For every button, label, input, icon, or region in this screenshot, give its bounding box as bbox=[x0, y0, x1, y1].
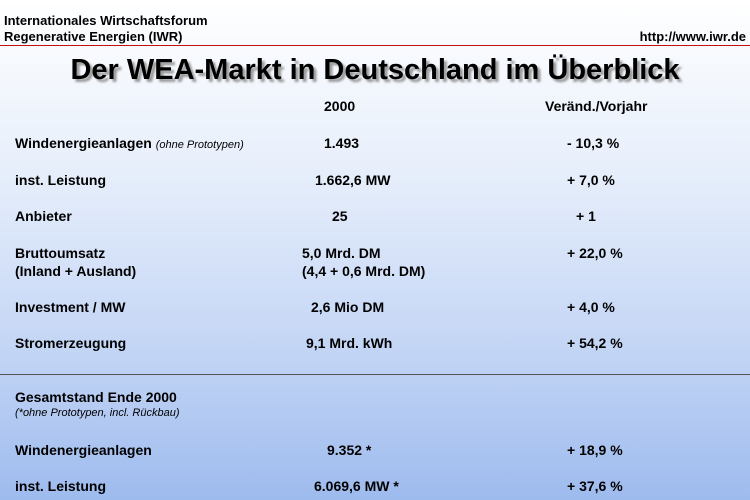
row-label-leistung: inst. Leistung bbox=[15, 172, 106, 188]
summary-value-leistung: 6.069,6 MW * bbox=[314, 478, 399, 494]
summary-value-windenergieanlagen: 9.352 * bbox=[327, 442, 372, 458]
header-divider bbox=[0, 45, 750, 46]
row-value-anbieter: 25 bbox=[332, 208, 348, 224]
summary-change-leistung: + 37,6 % bbox=[567, 478, 623, 494]
row-change-windenergieanlagen: - 10,3 % bbox=[567, 135, 620, 151]
row-value-leistung: 1.662,6 MW bbox=[315, 172, 391, 188]
row-change-bruttoumsatz: + 22,0 % bbox=[567, 245, 623, 261]
page-title: Der WEA-Markt in Deutschland im Überblic… bbox=[70, 54, 680, 86]
row-label-windenergieanlagen: Windenergieanlagen (ohne Prototypen) bbox=[15, 134, 244, 154]
section-divider bbox=[0, 374, 750, 375]
column-header-change: Veränd./Vorjahr bbox=[545, 98, 648, 114]
row-label-text: Windenergieanlagen bbox=[15, 135, 152, 151]
summary-subnote: (*ohne Prototypen, incl. Rückbau) bbox=[15, 407, 180, 419]
summary-label-leistung: inst. Leistung bbox=[15, 478, 106, 494]
row-value-bruttoumsatz-detail: (4,4 + 0,6 Mrd. DM) bbox=[302, 263, 426, 279]
row-label-stromerzeugung: Stromerzeugung bbox=[15, 335, 127, 351]
org-name-line2: Regenerative Energien (IWR) bbox=[4, 29, 183, 44]
summary-label-windenergieanlagen: Windenergieanlagen bbox=[15, 442, 152, 458]
summary-change-windenergieanlagen: + 18,9 % bbox=[567, 442, 623, 458]
row-value-investment: 2,6 Mio DM bbox=[311, 299, 385, 315]
row-value-windenergieanlagen: 1.493 bbox=[324, 135, 360, 151]
org-name-line1: Internationales Wirtschaftsforum bbox=[4, 13, 208, 28]
summary-heading: Gesamtstand Ende 2000 bbox=[15, 389, 177, 405]
website-url[interactable]: http://www.iwr.de bbox=[639, 29, 746, 44]
row-label-investment: Investment / MW bbox=[15, 299, 126, 315]
row-change-anbieter: + 1 bbox=[576, 208, 596, 224]
row-change-investment: + 4,0 % bbox=[567, 299, 615, 315]
row-value-bruttoumsatz: 5,0 Mrd. DM bbox=[302, 245, 381, 261]
column-header-year: 2000 bbox=[324, 98, 356, 114]
row-change-leistung: + 7,0 % bbox=[567, 172, 615, 188]
row-label-bruttoumsatz: Bruttoumsatz bbox=[15, 245, 106, 261]
row-value-stromerzeugung: 9,1 Mrd. kWh bbox=[306, 335, 393, 351]
row-label-anbieter: Anbieter bbox=[15, 208, 72, 224]
row-label-bruttoumsatz-detail: (Inland + Ausland) bbox=[15, 263, 137, 279]
row-label-note: (ohne Prototypen) bbox=[155, 139, 244, 151]
row-change-stromerzeugung: + 54,2 % bbox=[567, 335, 623, 351]
